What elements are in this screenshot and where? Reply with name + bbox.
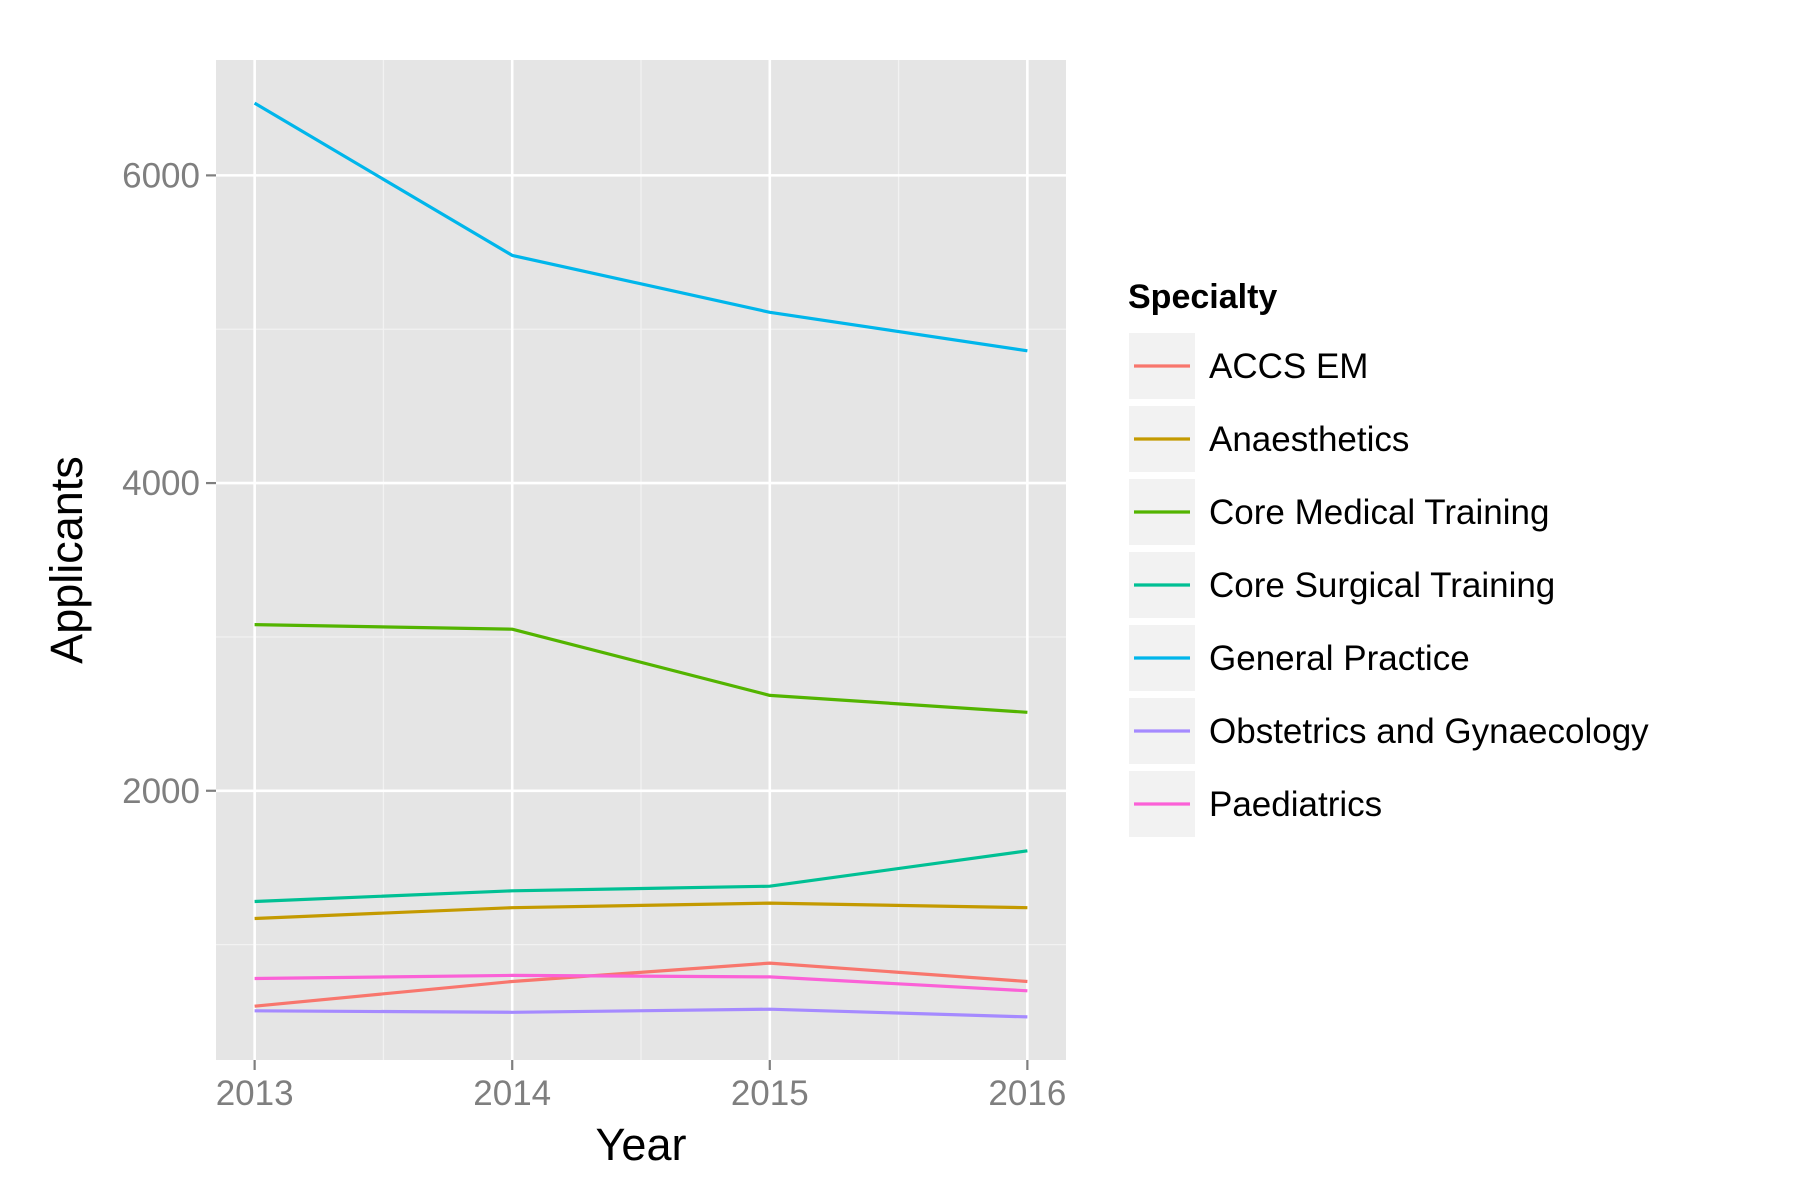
major-gridlines <box>216 60 1066 1060</box>
series-line-core-surgical-training <box>254 849 1028 904</box>
series-line-accs-em <box>254 961 1028 1008</box>
legend-title: Specialty <box>1128 278 1277 316</box>
series-lines <box>253 101 1028 1019</box>
minor-gridlines <box>216 60 1066 1060</box>
y-tick-label: 2000 <box>122 772 200 811</box>
legend-label: General Practice <box>1209 639 1470 678</box>
legend-item-obstetrics-and-gynaecology: Obstetrics and Gynaecology <box>1127 696 1649 766</box>
legend-item-core-surgical-training: Core Surgical Training <box>1127 550 1555 620</box>
legend-items: ACCS EM Anaesthetics Core Medical Training… <box>1127 331 1649 839</box>
series-line-core-medical-training <box>254 623 1028 714</box>
series-line-paediatrics <box>254 973 1028 993</box>
y-axis: 2000 4000 6000 <box>122 156 216 811</box>
y-tick-label: 4000 <box>122 464 200 503</box>
series-line-obstetrics-and-gynaecology <box>254 1007 1028 1019</box>
x-axis: 2013 2014 2015 2016 <box>216 1060 1066 1113</box>
series-line-general-practice <box>253 101 1028 353</box>
legend-label: Anaesthetics <box>1209 420 1409 459</box>
legend-item-paediatrics: Paediatrics <box>1127 769 1382 839</box>
x-tick-label: 2013 <box>216 1074 294 1113</box>
legend-item-core-medical-training: Core Medical Training <box>1127 477 1549 547</box>
y-axis-title: Applicants <box>41 456 92 664</box>
legend: Specialty ACCS EM Anaesthetics Core Medica… <box>1127 278 1649 839</box>
legend-item-general-practice: General Practice <box>1127 623 1470 693</box>
legend-item-anaesthetics: Anaesthetics <box>1127 404 1409 474</box>
series-line-anaesthetics <box>254 901 1028 921</box>
x-tick-label: 2016 <box>988 1074 1066 1113</box>
legend-label: Core Surgical Training <box>1209 566 1555 605</box>
legend-label: Paediatrics <box>1209 785 1382 824</box>
x-tick-label: 2015 <box>731 1074 809 1113</box>
x-tick-label: 2014 <box>473 1074 551 1113</box>
legend-label: ACCS EM <box>1209 347 1368 386</box>
legend-label: Core Medical Training <box>1209 493 1549 532</box>
legend-item-accs-em: ACCS EM <box>1127 331 1368 401</box>
y-tick-label: 6000 <box>122 156 200 195</box>
x-axis-title: Year <box>596 1119 687 1170</box>
legend-label: Obstetrics and Gynaecology <box>1209 712 1649 751</box>
